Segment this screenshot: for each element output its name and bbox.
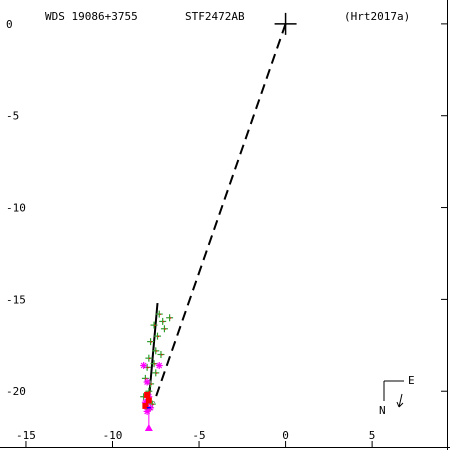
residual-line bbox=[146, 366, 149, 369]
residual-line bbox=[153, 324, 156, 327]
data-point-plus bbox=[159, 317, 167, 325]
data-point-plus bbox=[152, 347, 160, 355]
compass-east-label: E bbox=[408, 374, 415, 387]
dashed-line bbox=[153, 23, 287, 403]
data-point-asterisk-d2 bbox=[156, 362, 163, 369]
residual-line bbox=[152, 403, 154, 406]
residual-line bbox=[150, 383, 153, 385]
data-point-plus bbox=[150, 321, 158, 329]
data-point-plus bbox=[147, 338, 155, 346]
residual-line bbox=[164, 328, 167, 330]
data-point-plus bbox=[154, 332, 161, 340]
data-point-plus bbox=[157, 350, 165, 358]
data-point-plus bbox=[166, 314, 174, 322]
residual-line bbox=[153, 363, 156, 365]
data-point-asterisk bbox=[155, 362, 163, 370]
y-tick-label: -10 bbox=[6, 202, 26, 215]
data-point-square bbox=[142, 402, 149, 409]
residual-line bbox=[162, 320, 165, 323]
data-point-asterisk-d2 bbox=[144, 379, 151, 385]
x-tick-label: -5 bbox=[192, 429, 205, 442]
residual-line bbox=[157, 335, 160, 338]
data-point-plus bbox=[145, 354, 153, 362]
residual-line bbox=[148, 390, 151, 393]
x-tick-label: -10 bbox=[103, 429, 123, 442]
y-tick-label: -15 bbox=[6, 293, 26, 306]
compass-north-label: N bbox=[379, 404, 386, 417]
x-tick-label: 5 bbox=[369, 429, 376, 442]
x-tick-label: -15 bbox=[16, 429, 36, 442]
y-tick-label: 0 bbox=[6, 18, 13, 31]
compass: E N bbox=[379, 374, 415, 417]
data-marks bbox=[140, 310, 174, 431]
data-point-asterisk bbox=[140, 362, 148, 370]
compass-motion-arrow bbox=[398, 393, 403, 408]
header-wds-designation: WDS 19086+3755 bbox=[45, 10, 138, 23]
residual-line bbox=[159, 313, 161, 316]
residual-line bbox=[155, 372, 158, 374]
header-reference: (Hrt2017a) bbox=[344, 10, 410, 23]
data-point-square bbox=[145, 397, 152, 404]
data-point-plus bbox=[152, 369, 160, 377]
data-point-plus bbox=[160, 325, 168, 333]
data-point-square bbox=[144, 391, 151, 398]
data-point-asterisk bbox=[143, 378, 151, 386]
data-point-plus bbox=[150, 360, 158, 368]
x-tick-label: 0 bbox=[282, 429, 289, 442]
compass-arrow-head-left bbox=[396, 401, 400, 408]
residual-line bbox=[150, 341, 153, 343]
header-discoverer-code: STF2472AB bbox=[185, 10, 245, 23]
y-tick-label: -5 bbox=[6, 110, 19, 123]
residual-line bbox=[148, 357, 151, 360]
residual-line bbox=[155, 350, 158, 352]
compass-arrow-head-right bbox=[398, 402, 404, 408]
data-point-asterisk bbox=[143, 407, 151, 415]
data-point-asterisk-d2 bbox=[140, 362, 147, 369]
residual-line bbox=[160, 354, 163, 356]
residual-line bbox=[169, 317, 172, 319]
axes: -15 -10 -5 0 5 0 -5 -10 -15 -20 bbox=[6, 18, 447, 447]
y-tick-label: -20 bbox=[6, 385, 26, 398]
data-point-plus bbox=[155, 310, 163, 318]
